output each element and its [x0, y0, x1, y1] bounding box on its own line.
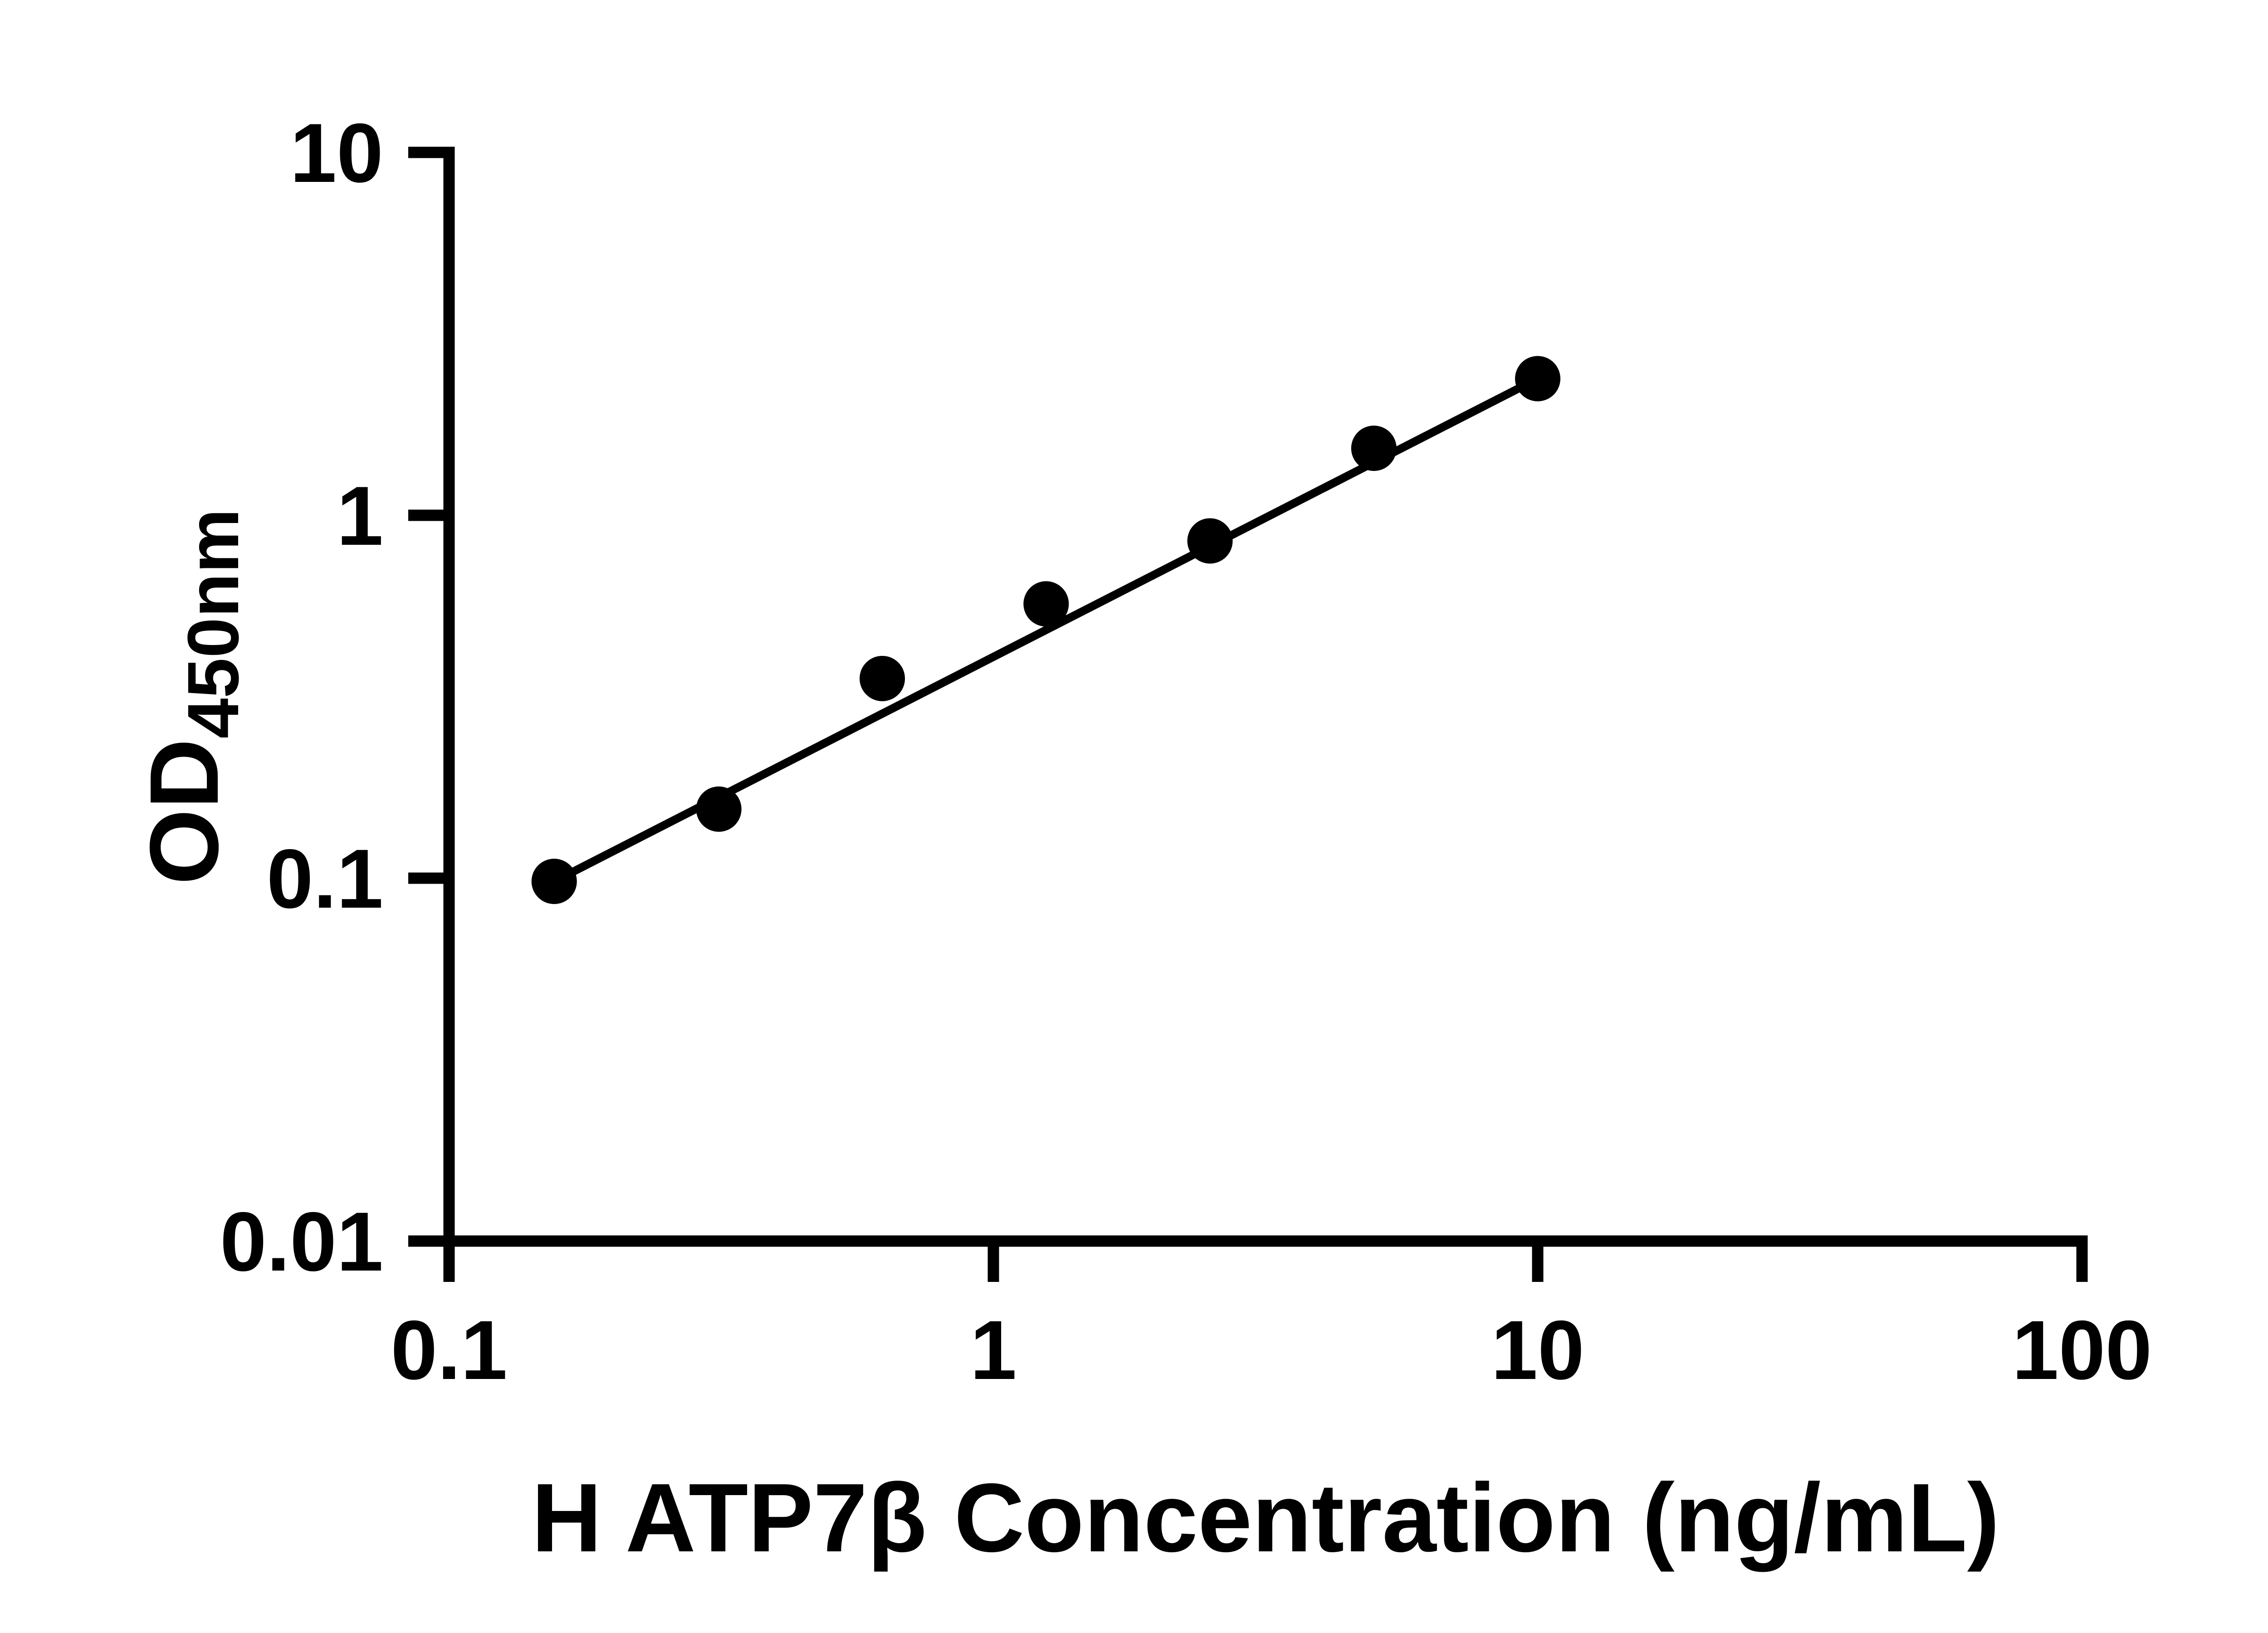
- x-tick-label: 1: [970, 1304, 1017, 1397]
- y-tick-label: 0.1: [267, 832, 383, 926]
- data-point: [1351, 425, 1397, 471]
- x-tick-group: 0.1 1 10 100: [391, 1241, 2152, 1397]
- y-axis-title-sub: 450nm: [172, 508, 254, 738]
- x-tick-label: 0.1: [391, 1304, 507, 1397]
- y-tick-group: 10 1 0.1 0.01: [220, 107, 449, 1289]
- x-tick-label: 100: [2012, 1304, 2152, 1397]
- y-axis-title: OD450nm: [129, 508, 254, 885]
- data-point: [1023, 581, 1069, 627]
- y-tick-label: 1: [337, 469, 383, 563]
- y-tick-label: 0.01: [220, 1195, 383, 1289]
- data-point: [531, 859, 577, 905]
- x-tick-label: 10: [1491, 1304, 1584, 1397]
- data-point: [860, 655, 905, 701]
- y-axis-title-main: OD: [129, 738, 239, 885]
- x-axis-title: H ATP7β Concentration (ng/mL): [532, 1463, 2000, 1572]
- data-point: [1515, 356, 1560, 401]
- data-point: [696, 786, 742, 832]
- data-point-group: [531, 356, 1560, 905]
- y-tick-label: 10: [290, 107, 383, 200]
- data-point: [1187, 518, 1233, 564]
